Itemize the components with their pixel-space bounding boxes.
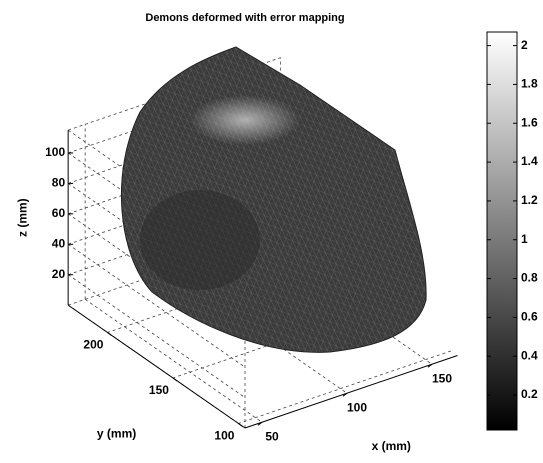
grid-line — [238, 351, 451, 424]
y-axis-label: y (mm) — [97, 427, 136, 441]
chart-title: Demons deformed with error mapping — [145, 12, 344, 24]
x-tick-label: 100 — [347, 400, 367, 414]
colorbar-tick-label: 0.6 — [521, 310, 538, 324]
x-axis-label: x (mm) — [372, 439, 411, 453]
x-tick-label: 50 — [265, 429, 279, 443]
surface-highlight — [190, 95, 300, 145]
colorbar-tick-label: 0.4 — [521, 348, 538, 362]
surface-shade — [140, 190, 260, 290]
colorbar — [487, 32, 517, 430]
surface — [121, 47, 426, 352]
z-tick-label: 80 — [52, 176, 66, 190]
x-axis — [245, 356, 458, 429]
chart: Demons deformed with error mapping 20 40 6… — [0, 0, 543, 463]
x-tick-label: 150 — [432, 371, 452, 385]
colorbar-tick-label: 0.2 — [521, 387, 538, 401]
z-tick-label: 40 — [52, 236, 66, 250]
colorbar-tick-label: 1.8 — [521, 77, 538, 91]
z-tick-label: 60 — [52, 206, 66, 220]
colorbar-tick-label: 1.4 — [521, 154, 538, 168]
y-tick — [173, 378, 177, 381]
y-tick-label: 150 — [149, 383, 169, 397]
colorbar-tick-label: 2 — [521, 38, 528, 52]
colorbar-tick-label: 1.2 — [521, 193, 538, 207]
y-tick-label: 200 — [83, 338, 103, 352]
z-axis-label: z (mm) — [15, 198, 29, 237]
y-tick — [238, 423, 242, 426]
y-tick — [107, 332, 111, 335]
z-tick-label: 20 — [52, 267, 66, 281]
colorbar-tick-label: 1 — [521, 232, 528, 246]
z-tick-label: 100 — [45, 145, 65, 159]
colorbar-tick-label: 0.8 — [521, 271, 538, 285]
colorbar-tick-label: 1.6 — [521, 115, 538, 129]
y-tick-label: 100 — [214, 429, 234, 443]
